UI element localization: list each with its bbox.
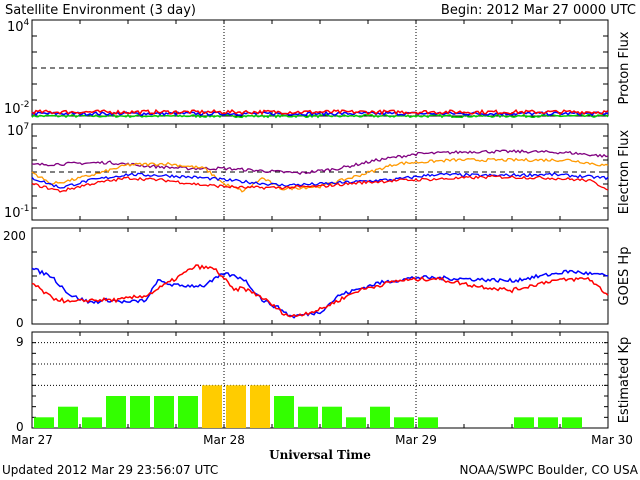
updated-label: Updated 2012 Mar 29 23:56:07 UTC: [2, 463, 218, 477]
kp-bar: [538, 417, 558, 428]
kp-bar: [58, 406, 78, 428]
electron-series-line: [31, 172, 609, 189]
kp-bar: [106, 396, 126, 428]
proton-ylabel: Proton Flux: [617, 31, 632, 104]
kp-bar: [250, 385, 270, 428]
xtick-label: Mar 29: [395, 433, 437, 447]
electron-series-line: [31, 174, 609, 193]
xaxis-label: Universal Time: [269, 448, 371, 462]
kp-bar: [202, 385, 222, 428]
goes-series-line: [31, 264, 609, 318]
kp-bar: [34, 417, 54, 428]
electron-ytick-bottom: 10-1: [4, 204, 30, 221]
proton-ytick-top: 104: [7, 18, 30, 35]
goes-ytick-bottom: 0: [16, 316, 24, 330]
electron-series-line: [31, 157, 609, 193]
begin-label: Begin: 2012 Mar 27 0000 UTC: [441, 3, 636, 18]
electron-ytick-top: 107: [7, 122, 29, 139]
proton-series-line: [31, 108, 609, 116]
electron-series-line: [31, 149, 609, 175]
goes-panel: [31, 227, 609, 325]
kp-bar: [82, 417, 102, 428]
kp-bar: [130, 396, 150, 428]
goes-ylabel: GOES Hp: [617, 247, 632, 306]
kp-bar: [562, 417, 582, 428]
proton-ytick-bottom: 10-2: [4, 100, 30, 117]
kp-bar: [418, 417, 438, 428]
xtick-label: Mar 30: [591, 433, 633, 447]
goes-ytick-top: 200: [3, 229, 26, 243]
kp-ytick-bottom: 0: [16, 420, 24, 434]
kp-bar: [298, 406, 318, 428]
kp-ylabel: Estimated Kp: [617, 337, 632, 424]
chart-title: Satellite Environment (3 day): [5, 3, 196, 18]
kp-bar: [322, 406, 342, 428]
proton-series-line: [31, 113, 609, 119]
kp-bar: [514, 417, 534, 428]
credit-label: NOAA/SWPC Boulder, CO USA: [460, 463, 639, 477]
kp-ytick-top: 9: [16, 335, 24, 349]
kp-bar: [370, 406, 390, 428]
xtick-label: Mar 27: [11, 433, 53, 447]
kp-bar: [178, 396, 198, 428]
kp-bar: [226, 385, 246, 428]
goes-series-line: [31, 267, 608, 319]
kp-bar: [154, 396, 174, 428]
kp-bar: [346, 417, 366, 428]
xtick-label: Mar 28: [203, 433, 245, 447]
electron-ylabel: Electron Flux: [617, 129, 632, 214]
kp-bar: [274, 396, 294, 428]
kp-bar: [394, 417, 414, 428]
